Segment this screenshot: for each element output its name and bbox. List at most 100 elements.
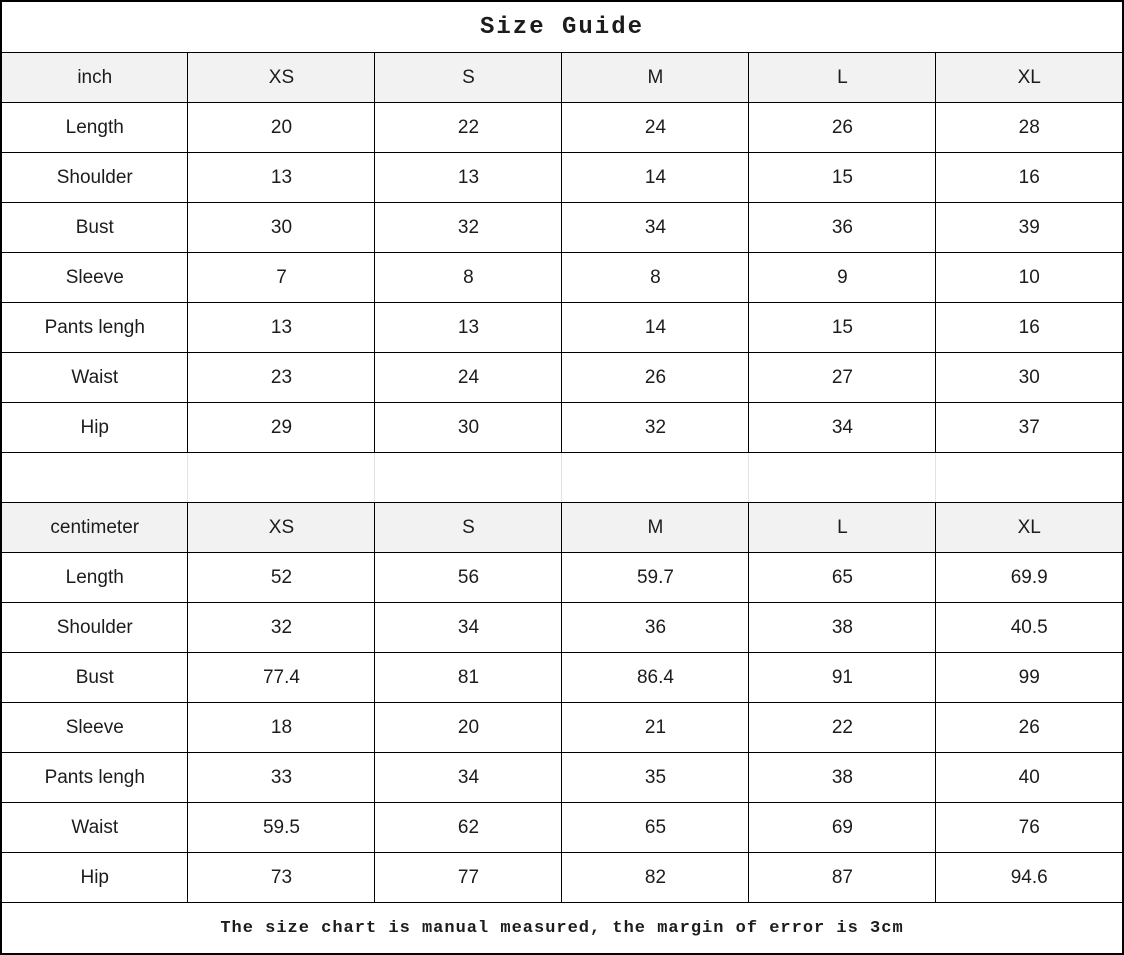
title-row: Size Guide	[0, 0, 1124, 53]
size-value-cell: 65	[561, 802, 750, 853]
size-value-cell: 24	[374, 352, 563, 403]
size-column-header: S	[374, 502, 563, 553]
spacer-row	[0, 452, 1124, 503]
size-value-cell: 30	[374, 402, 563, 453]
size-value-cell: 7	[187, 252, 376, 303]
size-value-cell: 30	[935, 352, 1124, 403]
row-label: Bust	[0, 202, 189, 253]
unit-header-inch: inch	[0, 52, 189, 103]
size-value-cell: 62	[374, 802, 563, 853]
size-column-header: L	[748, 502, 937, 553]
size-value-cell: 39	[935, 202, 1124, 253]
spacer-cell	[0, 452, 189, 503]
size-value-cell: 40.5	[935, 602, 1124, 653]
spacer-cell	[187, 452, 376, 503]
table-row: Shoulder 13 13 14 15 16	[0, 152, 1124, 203]
size-column-header: XS	[187, 52, 376, 103]
size-value-cell: 59.5	[187, 802, 376, 853]
size-value-cell: 28	[935, 102, 1124, 153]
size-value-cell: 34	[374, 752, 563, 803]
size-value-cell: 8	[561, 252, 750, 303]
table-row: Pants lengh 13 13 14 15 16	[0, 302, 1124, 353]
row-label: Pants lengh	[0, 752, 189, 803]
size-value-cell: 13	[374, 302, 563, 353]
table-row: Waist 23 24 26 27 30	[0, 352, 1124, 403]
size-value-cell: 20	[374, 702, 563, 753]
size-value-cell: 13	[187, 302, 376, 353]
inch-header-row: inch XS S M L XL	[0, 52, 1124, 103]
size-value-cell: 20	[187, 102, 376, 153]
table-row: Bust 77.4 81 86.4 91 99	[0, 652, 1124, 703]
size-column-header: L	[748, 52, 937, 103]
size-value-cell: 34	[748, 402, 937, 453]
size-value-cell: 91	[748, 652, 937, 703]
size-value-cell: 86.4	[561, 652, 750, 703]
size-column-header: M	[561, 502, 750, 553]
size-column-header: XL	[935, 502, 1124, 553]
size-value-cell: 14	[561, 302, 750, 353]
size-column-header: M	[561, 52, 750, 103]
size-value-cell: 30	[187, 202, 376, 253]
spacer-cell	[935, 452, 1124, 503]
unit-header-centimeter: centimeter	[0, 502, 189, 553]
size-column-header: S	[374, 52, 563, 103]
size-value-cell: 13	[374, 152, 563, 203]
size-value-cell: 15	[748, 152, 937, 203]
size-value-cell: 87	[748, 852, 937, 903]
size-value-cell: 40	[935, 752, 1124, 803]
size-value-cell: 15	[748, 302, 937, 353]
size-column-header: XS	[187, 502, 376, 553]
size-value-cell: 26	[935, 702, 1124, 753]
row-label: Waist	[0, 802, 189, 853]
row-label: Length	[0, 552, 189, 603]
table-row: Waist 59.5 62 65 69 76	[0, 802, 1124, 853]
spacer-cell	[748, 452, 937, 503]
row-label: Sleeve	[0, 702, 189, 753]
size-value-cell: 13	[187, 152, 376, 203]
row-label: Sleeve	[0, 252, 189, 303]
size-value-cell: 18	[187, 702, 376, 753]
size-value-cell: 26	[561, 352, 750, 403]
size-value-cell: 77	[374, 852, 563, 903]
row-label: Waist	[0, 352, 189, 403]
size-value-cell: 94.6	[935, 852, 1124, 903]
size-value-cell: 37	[935, 402, 1124, 453]
table-row: Bust 30 32 34 36 39	[0, 202, 1124, 253]
size-value-cell: 81	[374, 652, 563, 703]
size-value-cell: 32	[561, 402, 750, 453]
size-value-cell: 38	[748, 602, 937, 653]
size-value-cell: 34	[374, 602, 563, 653]
table-footnote: The size chart is manual measured, the m…	[0, 902, 1124, 955]
size-value-cell: 52	[187, 552, 376, 603]
size-value-cell: 24	[561, 102, 750, 153]
size-value-cell: 69.9	[935, 552, 1124, 603]
centimeter-header-row: centimeter XS S M L XL	[0, 502, 1124, 553]
size-value-cell: 65	[748, 552, 937, 603]
size-value-cell: 32	[187, 602, 376, 653]
table-row: Pants lengh 33 34 35 38 40	[0, 752, 1124, 803]
row-label: Hip	[0, 402, 189, 453]
size-value-cell: 22	[374, 102, 563, 153]
size-column-header: XL	[935, 52, 1124, 103]
page-title: Size Guide	[0, 0, 1124, 53]
size-value-cell: 35	[561, 752, 750, 803]
size-value-cell: 76	[935, 802, 1124, 853]
size-value-cell: 38	[748, 752, 937, 803]
table-row: Length 52 56 59.7 65 69.9	[0, 552, 1124, 603]
size-value-cell: 26	[748, 102, 937, 153]
size-value-cell: 32	[374, 202, 563, 253]
size-value-cell: 73	[187, 852, 376, 903]
size-value-cell: 22	[748, 702, 937, 753]
spacer-cell	[374, 452, 563, 503]
size-value-cell: 8	[374, 252, 563, 303]
size-value-cell: 36	[748, 202, 937, 253]
size-value-cell: 14	[561, 152, 750, 203]
size-value-cell: 77.4	[187, 652, 376, 703]
table-row: Sleeve 7 8 8 9 10	[0, 252, 1124, 303]
size-value-cell: 34	[561, 202, 750, 253]
size-value-cell: 56	[374, 552, 563, 603]
row-label: Bust	[0, 652, 189, 703]
table-row: Shoulder 32 34 36 38 40.5	[0, 602, 1124, 653]
